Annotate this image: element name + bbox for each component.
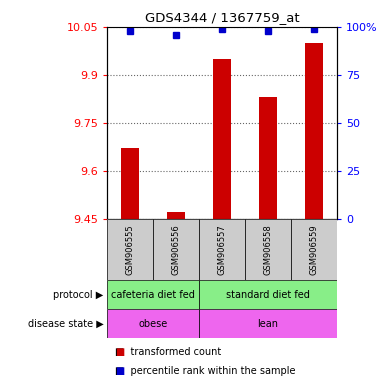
Bar <box>153 219 199 280</box>
Text: lean: lean <box>258 318 278 329</box>
Bar <box>259 97 277 219</box>
Bar <box>305 43 323 219</box>
Bar <box>213 59 231 219</box>
Bar <box>199 280 337 309</box>
Text: ■  transformed count: ■ transformed count <box>115 347 221 357</box>
Text: GSM906556: GSM906556 <box>172 224 181 275</box>
Text: ■: ■ <box>115 366 124 376</box>
Bar <box>199 309 337 338</box>
Text: GSM906559: GSM906559 <box>309 224 319 275</box>
Text: disease state ▶: disease state ▶ <box>28 318 103 329</box>
Bar <box>107 280 199 309</box>
Bar <box>107 219 153 280</box>
Bar <box>107 309 199 338</box>
Text: GSM906557: GSM906557 <box>218 224 227 275</box>
Bar <box>291 219 337 280</box>
Bar <box>245 219 291 280</box>
Text: protocol ▶: protocol ▶ <box>53 290 103 300</box>
Bar <box>199 219 245 280</box>
Text: GSM906555: GSM906555 <box>126 224 135 275</box>
Bar <box>167 212 185 219</box>
Text: obese: obese <box>139 318 168 329</box>
Title: GDS4344 / 1367759_at: GDS4344 / 1367759_at <box>145 11 300 24</box>
Text: ■  percentile rank within the sample: ■ percentile rank within the sample <box>115 366 295 376</box>
Text: GSM906558: GSM906558 <box>264 224 273 275</box>
Bar <box>121 149 139 219</box>
Text: ■: ■ <box>115 347 124 357</box>
Text: cafeteria diet fed: cafeteria diet fed <box>111 290 195 300</box>
Text: standard diet fed: standard diet fed <box>226 290 310 300</box>
